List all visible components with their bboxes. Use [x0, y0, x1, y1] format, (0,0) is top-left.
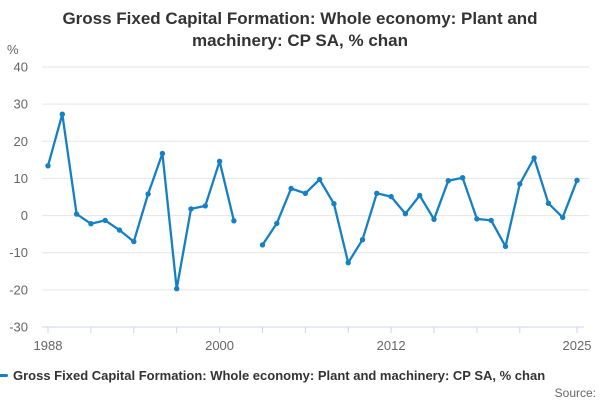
- data-point[interactable]: [259, 242, 266, 248]
- x-axis-label: 2025: [563, 338, 592, 353]
- y-axis-label: 10: [14, 171, 28, 186]
- data-point[interactable]: [174, 286, 180, 292]
- y-axis-label: 40: [14, 60, 28, 75]
- data-point[interactable]: [359, 237, 366, 243]
- data-point[interactable]: [73, 211, 80, 217]
- data-point[interactable]: [116, 227, 123, 233]
- legend-label: Gross Fixed Capital Formation: Whole eco…: [13, 368, 546, 383]
- legend[interactable]: Gross Fixed Capital Formation: Whole eco…: [0, 368, 600, 386]
- data-point[interactable]: [302, 190, 309, 196]
- data-point[interactable]: [545, 200, 552, 206]
- data-point[interactable]: [59, 111, 65, 117]
- data-point[interactable]: [488, 217, 494, 224]
- x-axis-label: 2000: [205, 338, 234, 353]
- y-axis-label: 30: [14, 97, 28, 112]
- data-point[interactable]: [388, 193, 394, 200]
- data-point[interactable]: [402, 211, 409, 217]
- plot-svg[interactable]: % 40 30 20 10 0 -10 -20 -30 1988 2000 2012 2025: [0, 0, 600, 362]
- data-point[interactable]: [431, 216, 437, 222]
- legend-item[interactable]: Gross Fixed Capital Formation: Whole eco…: [0, 368, 600, 383]
- chart-title-text: Gross Fixed Capital Formation: Whole eco…: [62, 9, 538, 51]
- data-point[interactable]: [445, 178, 451, 184]
- data-point[interactable]: [274, 220, 280, 227]
- data-point[interactable]: [474, 216, 480, 222]
- y-axis-label: -30: [9, 320, 28, 335]
- data-point[interactable]: [574, 177, 580, 183]
- data-point[interactable]: [531, 155, 537, 161]
- data-point[interactable]: [560, 214, 566, 221]
- y-axis-label: -10: [9, 245, 28, 260]
- data-point[interactable]: [345, 260, 351, 266]
- series-line[interactable]: [46, 113, 579, 290]
- data-point[interactable]: [88, 221, 94, 227]
- data-point[interactable]: [288, 185, 294, 192]
- chart-title: Gross Fixed Capital Formation: Whole eco…: [0, 8, 600, 53]
- y-axis-label: 20: [14, 134, 28, 149]
- x-axis-label: 2012: [377, 338, 406, 353]
- data-point[interactable]: [374, 190, 380, 196]
- data-point[interactable]: [316, 176, 323, 183]
- data-point[interactable]: [502, 243, 509, 250]
- y-axis-label: -20: [9, 282, 28, 297]
- legend-line-marker: [0, 374, 8, 377]
- data-point[interactable]: [131, 238, 137, 245]
- data-point[interactable]: [417, 192, 423, 199]
- data-point[interactable]: [517, 181, 523, 187]
- y-axis-label: 0: [21, 208, 28, 223]
- data-point[interactable]: [231, 218, 237, 224]
- data-point[interactable]: [459, 175, 466, 181]
- data-point[interactable]: [331, 201, 337, 207]
- data-point[interactable]: [202, 203, 208, 209]
- y-axis-unit-label: %: [7, 42, 19, 57]
- x-axis-label: 1988: [34, 338, 63, 353]
- data-point[interactable]: [216, 158, 223, 164]
- data-point[interactable]: [145, 191, 151, 197]
- data-point[interactable]: [102, 217, 108, 224]
- data-point[interactable]: [159, 150, 166, 157]
- data-point[interactable]: [45, 163, 51, 169]
- data-point[interactable]: [188, 206, 194, 212]
- source-label: Source:: [554, 386, 596, 400]
